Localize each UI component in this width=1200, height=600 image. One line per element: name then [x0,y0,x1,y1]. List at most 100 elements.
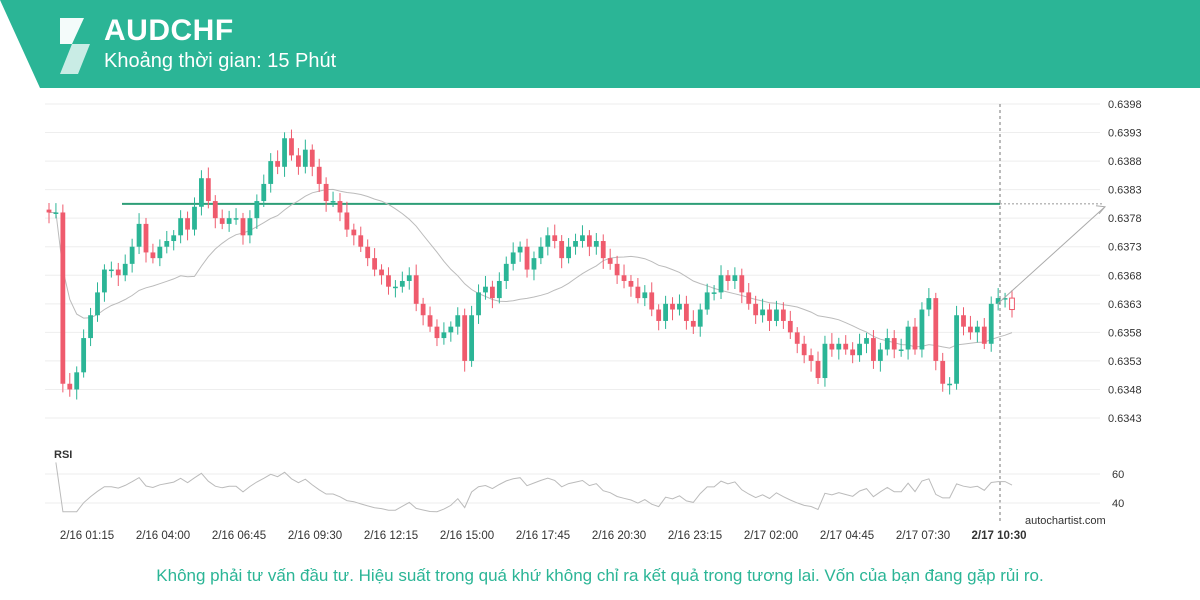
candle [469,305,475,367]
candle-body [420,303,426,316]
candle [933,292,939,371]
candle [829,333,835,357]
candle [1009,290,1015,318]
candle-body [801,343,807,356]
candle [787,310,793,339]
candle [621,264,627,289]
candle [372,248,378,277]
candle-body [261,183,267,202]
candle [81,329,87,378]
candle [185,211,190,241]
candle-body [656,309,662,321]
candle-body [150,252,156,259]
candle-body [559,241,565,259]
candle [649,282,655,317]
candle-body [489,286,495,299]
candle-body [850,349,856,356]
candle-body [586,235,592,247]
candle [559,235,565,269]
candle [538,237,544,265]
candle-body [247,218,253,236]
candle-body [607,258,613,264]
x-tick-label: 2/16 23:15 [668,530,722,542]
candle-body [718,275,724,293]
candle [157,239,163,267]
candle [822,335,828,387]
candle [836,337,842,360]
y-tick-label: 0.6393 [1108,128,1142,140]
candle-body [774,309,779,321]
candle [593,233,599,255]
candle-body [483,286,488,293]
candle-body [316,166,322,184]
candle-body [164,241,170,247]
candle [566,238,572,264]
candle-body [545,235,551,247]
x-tick-label: 2/17 07:30 [896,530,950,542]
candle-body [919,309,925,350]
x-tick-label: 2/16 09:30 [288,530,342,542]
candle-body [864,338,869,344]
candle [489,280,495,309]
candle [683,295,689,330]
candle [60,204,66,393]
candle [393,280,398,298]
y-tick-label: 0.6383 [1108,185,1142,197]
candle [296,148,301,175]
candle [607,248,613,270]
candle [219,209,225,230]
candle [496,272,502,304]
candle [88,307,93,347]
candle [690,310,696,334]
candle-body [829,343,835,350]
candle-body [843,343,849,350]
candle [531,251,537,281]
candle-body [330,201,336,203]
candle [1002,292,1008,308]
candle [351,223,357,246]
candle-body [940,360,946,384]
candle [136,213,142,255]
y-tick-label: 0.6358 [1108,327,1142,339]
candle-body [677,303,682,310]
candle [427,306,433,332]
candle-body [510,252,516,264]
rsi-layer: 60 40 [45,462,1124,513]
candle-body [822,343,828,379]
x-tick-label: 2/16 01:15 [60,530,114,542]
candle [794,327,800,354]
candle-body [143,223,149,253]
forecast-layer [997,104,1106,522]
candle-body [199,178,204,207]
candle [178,210,184,244]
rsi-tick-label: 60 [1112,469,1124,481]
candle-body [46,209,52,213]
candle [462,308,468,372]
candle [171,230,177,251]
candle-body [53,212,59,214]
header-banner [0,0,1200,88]
candle-body [240,218,246,236]
candle [302,139,308,174]
candle [968,315,973,340]
candle [240,212,246,245]
candle [192,197,197,236]
candle-body [614,263,620,276]
candle [434,319,440,347]
candle [358,226,364,252]
candle [774,300,779,327]
candle [995,288,1001,311]
candle [309,144,315,177]
candle [448,321,454,342]
price-chart: 0.6398 0.6393 0.6388 0.6383 0.6378 0.6373 0.63… [45,99,1142,542]
candle-body [192,206,197,230]
candle-body [704,292,710,310]
candle-body [961,315,966,327]
candle-body [81,338,87,373]
candle-body [988,303,994,344]
y-tick-label: 0.6363 [1108,299,1142,311]
candle-body [794,332,800,344]
candle [988,296,994,352]
candle [635,278,641,304]
candle [344,201,350,237]
